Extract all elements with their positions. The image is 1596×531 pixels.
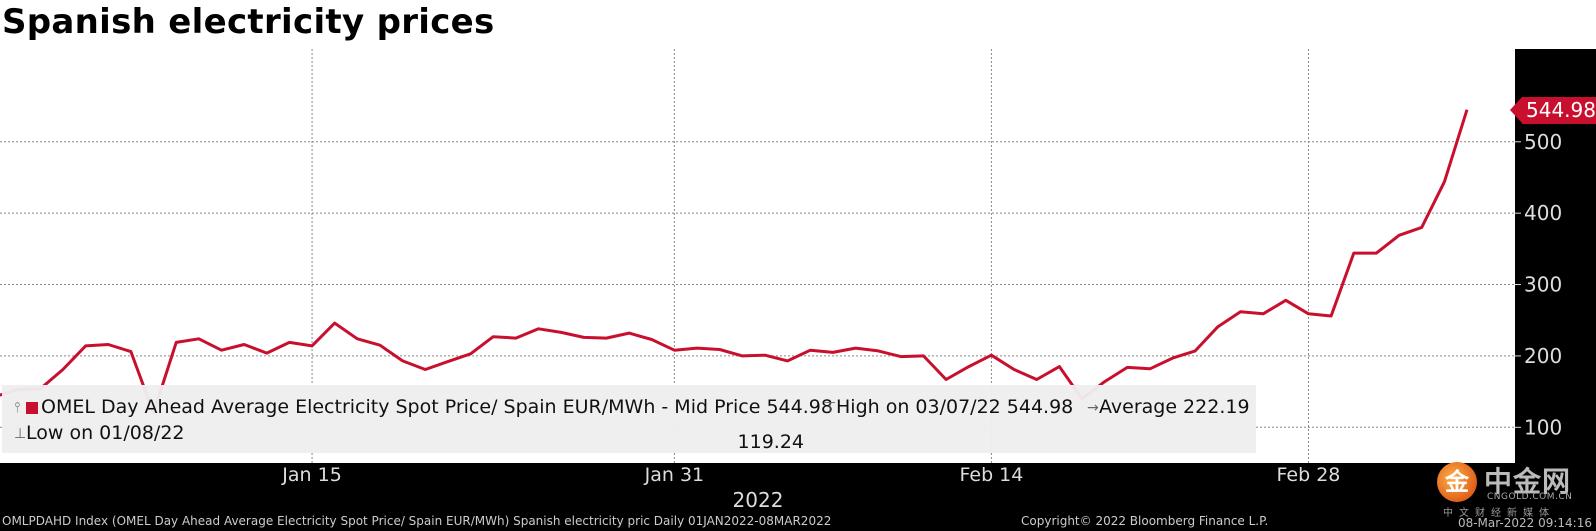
legend-high-entry: ⊤High on 03/07/22 544.98 [824,394,1073,420]
logo-text: 中金网 [1484,465,1572,498]
x-tick-label: Feb 28 [1276,464,1341,486]
logo-tagline: 中文财经新媒体 [1443,508,1555,519]
x-axis-year-label: 2022 [732,488,784,512]
chart-title: Spanish electricity prices [2,2,495,42]
x-tick-label: Jan 31 [644,464,705,486]
x-axis-bar [0,463,1596,531]
series-color-swatch [26,402,38,414]
y-axis-ticks: 100 200 300 400 500 [1515,130,1562,439]
timestamp: 08-Mar-2022 09:14:16 [1457,516,1592,530]
legend-average-label: Average 222.19 [1099,396,1250,418]
legend-low-value: 119.24 [737,431,804,453]
legend: ⫯ OMEL Day Ahead Average Electricity Spot… [2,385,1256,453]
y-tick-label: 400 [1524,201,1562,225]
last-value-tag: 544.98 [1510,96,1596,124]
legend-series-label: OMEL Day Ahead Average Electricity Spot … [41,396,833,418]
legend-high-label: High on 03/07/22 544.98 [836,396,1074,418]
legend-low-entry: ⊥Low on 01/08/22 [14,420,185,446]
watermark-logo: 金 中金网 CNGOLD.COM.CN 中文财经新媒体 [1437,460,1593,519]
series-line [0,109,1469,415]
legend-low-label: Low on 01/08/22 [26,422,185,444]
y-tick-label: 300 [1524,273,1562,297]
footer-index-description: OMLPDAHD Index (OMEL Day Ahead Average E… [2,514,832,528]
y-tick-label: 500 [1524,130,1562,154]
high-marker-icon: ⊤ [824,400,837,416]
average-marker-icon: → [1087,400,1099,416]
price-series-line [0,109,1469,415]
footer-copyright: Copyright© 2022 Bloomberg Finance L.P. [1021,514,1269,528]
low-marker-icon: ⊥ [14,426,27,442]
x-tick-label: Feb 14 [959,464,1024,486]
logo-domain: CNGOLD.COM.CN [1487,492,1573,502]
y-tick-label: 100 [1524,415,1562,439]
x-tick-label: Jan 15 [282,464,342,486]
logo-mark-icon: 金 [1437,462,1477,502]
y-tick-label: 200 [1524,344,1562,368]
legend-average-entry: →Average 222.19 [1087,394,1250,420]
legend-series-entry: ⫯ OMEL Day Ahead Average Electricity Spot… [14,394,833,420]
legend-pin-icon: ⫯ [14,400,21,416]
